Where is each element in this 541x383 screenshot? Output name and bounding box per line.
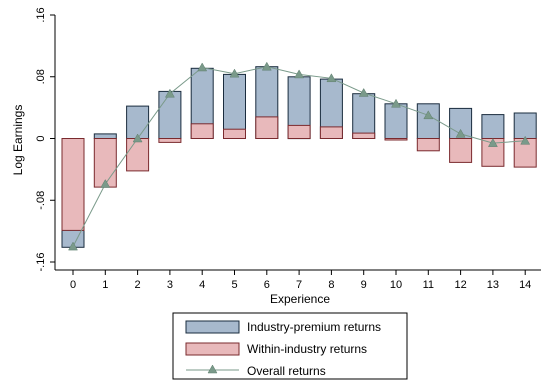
y-tick-label: .08 xyxy=(35,69,47,84)
overall-returns-marker-11 xyxy=(423,110,434,120)
x-tick-label: 10 xyxy=(390,279,402,291)
within-industry-bar-3 xyxy=(158,138,182,143)
x-tick-label: 13 xyxy=(487,279,499,291)
overall-returns-marker-8 xyxy=(326,73,337,83)
chart-bars xyxy=(61,66,537,248)
y-axis-title: Log Earnings xyxy=(11,105,25,176)
overall-returns-marker-0 xyxy=(68,241,78,251)
x-ticks: 0 1 2 3 4 5 6 7 8 9 10 11 12 13 14 xyxy=(70,270,531,291)
legend-label-industry-premium: Industry-premium returns xyxy=(247,320,381,334)
x-tick-label: 12 xyxy=(454,279,466,291)
legend-swatch-industry-premium xyxy=(185,320,240,334)
x-tick-label: 14 xyxy=(519,279,531,291)
x-tick-label: 1 xyxy=(102,279,108,291)
industry-premium-bar-14 xyxy=(513,112,537,139)
within-industry-bar-4 xyxy=(190,123,214,140)
x-tick-label: 8 xyxy=(328,279,334,291)
overall-returns-marker-4 xyxy=(197,62,208,72)
overall-returns-marker-10 xyxy=(391,98,401,108)
y-tick-label: 0 xyxy=(35,135,47,141)
legend-label-overall: Overall returns xyxy=(247,364,326,378)
legend-swatch-overall-marker xyxy=(207,364,218,374)
overall-returns-marker-9 xyxy=(358,87,369,97)
industry-premium-bar-10 xyxy=(384,103,408,140)
overall-returns-marker-7 xyxy=(294,69,305,79)
x-tick-label: 9 xyxy=(361,279,367,291)
overall-returns-line-group xyxy=(68,61,531,251)
x-tick-label: 6 xyxy=(264,279,270,291)
overall-returns-marker-5 xyxy=(229,68,240,78)
within-industry-bar-10 xyxy=(384,138,408,141)
within-industry-bar-0 xyxy=(61,138,85,231)
industry-premium-bar-13 xyxy=(481,114,505,139)
industry-premium-bar-9 xyxy=(352,93,376,139)
x-tick-label: 11 xyxy=(423,279,434,291)
within-industry-bar-11 xyxy=(416,138,440,152)
overall-returns-marker-12 xyxy=(455,128,466,138)
overall-returns-marker-2 xyxy=(132,133,143,143)
x-axis-title: Experience xyxy=(270,292,330,306)
x-tick-label: 3 xyxy=(167,279,173,291)
overall-returns-marker-3 xyxy=(164,88,175,98)
x-tick-label: 7 xyxy=(296,279,302,291)
within-industry-bar-9 xyxy=(352,132,376,140)
overall-returns-marker-14 xyxy=(520,135,531,145)
legend-swatch-within-industry xyxy=(185,342,240,356)
within-industry-bar-7 xyxy=(287,124,311,140)
legend: Industry-premium returns Within-industry… xyxy=(172,312,408,380)
y-ticks: -.16 -.08 0 .08 .16 xyxy=(35,7,55,271)
within-industry-bar-2 xyxy=(126,138,150,172)
within-industry-bar-8 xyxy=(319,126,343,140)
x-tick-label: 4 xyxy=(199,279,205,291)
within-industry-bar-12 xyxy=(449,138,473,163)
within-industry-bar-5 xyxy=(223,128,246,139)
y-tick-label: .16 xyxy=(35,7,47,22)
overall-returns-marker-13 xyxy=(487,138,498,147)
x-tick-label: 5 xyxy=(231,279,237,291)
legend-label-within-industry: Within-industry returns xyxy=(247,342,367,356)
industry-premium-bar-1 xyxy=(93,133,117,139)
chart-axes xyxy=(54,15,541,271)
y-tick-label: -.16 xyxy=(35,253,47,272)
overall-returns-marker-6 xyxy=(261,61,272,71)
y-tick-label: -.08 xyxy=(35,191,47,210)
x-tick-label: 2 xyxy=(135,279,141,291)
industry-premium-bar-3 xyxy=(158,90,182,139)
x-tick-label: 0 xyxy=(70,279,76,291)
industry-premium-bar-11 xyxy=(416,103,440,140)
within-industry-bar-6 xyxy=(255,116,279,140)
overall-returns-marker-1 xyxy=(100,179,111,188)
